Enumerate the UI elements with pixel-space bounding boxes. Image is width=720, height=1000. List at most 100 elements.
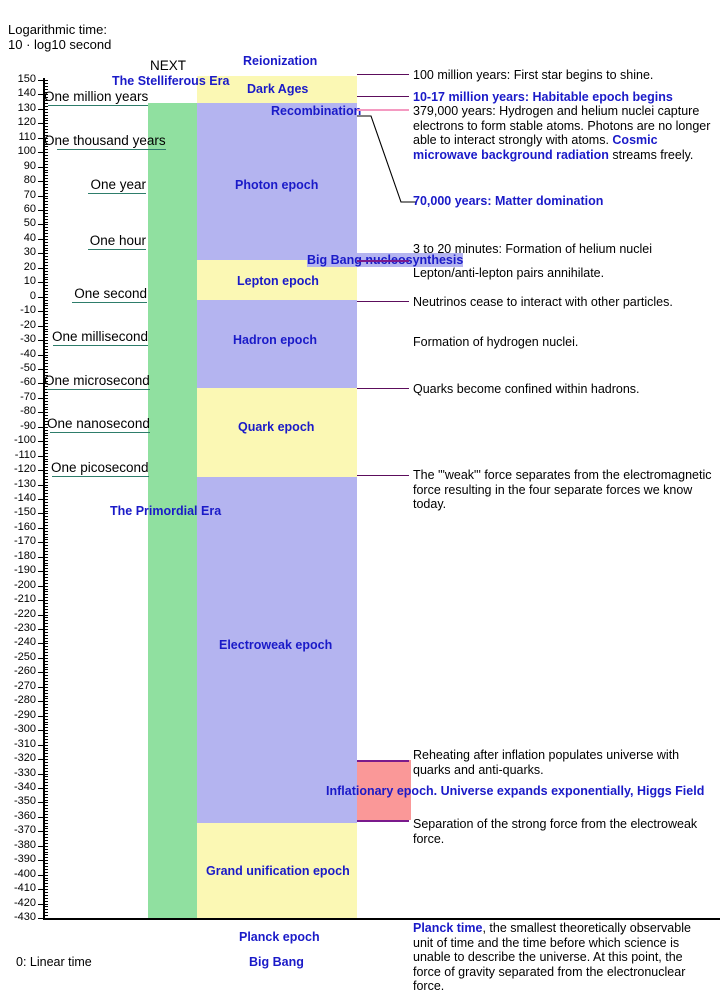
axis-tick-minor bbox=[43, 516, 48, 518]
time-marker-rule bbox=[88, 249, 146, 250]
axis-tick-minor bbox=[43, 360, 48, 362]
axis-tick-minor bbox=[43, 525, 48, 526]
annotation-quark-confinement: Quarks become confined within hadrons. bbox=[413, 382, 713, 397]
annotation-reheating: Reheating after inflation populates univ… bbox=[413, 748, 713, 777]
axis-tick-label: 150 bbox=[17, 73, 36, 85]
axis-tick-label: 70 bbox=[23, 188, 36, 201]
axis-tick-major bbox=[38, 123, 48, 125]
connector-first-star bbox=[357, 74, 409, 76]
annotation-hydrogen-nuclei: Formation of hydrogen nuclei. bbox=[413, 335, 713, 350]
axis-tick-major bbox=[38, 108, 48, 110]
axis-tick-minor bbox=[43, 764, 48, 766]
axis-tick-minor bbox=[43, 626, 48, 628]
annotation-segment: Cosmic microwave background radiation bbox=[413, 133, 658, 162]
axis-tick-label: 110 bbox=[18, 130, 36, 143]
axis-tick-minor bbox=[43, 574, 48, 576]
axis-tick-minor bbox=[43, 140, 48, 142]
axis-tick-label: 30 bbox=[23, 246, 36, 259]
axis-tick-minor bbox=[43, 724, 48, 726]
axis-tick-label: 80 bbox=[23, 174, 36, 187]
primordial-era-band bbox=[148, 103, 197, 918]
axis-tick-minor bbox=[43, 227, 48, 229]
axis-tick-major bbox=[38, 455, 48, 457]
axis-tick-minor bbox=[43, 400, 48, 402]
axis-tick-minor bbox=[43, 279, 48, 281]
time-marker-label: One picosecond bbox=[51, 460, 149, 475]
connector-reheating bbox=[357, 760, 409, 763]
axis-tick-minor bbox=[43, 753, 48, 755]
time-marker-rule bbox=[48, 105, 149, 106]
axis-tick-label: -400 bbox=[13, 867, 36, 880]
axis-tick-minor bbox=[43, 212, 48, 214]
epoch-label-planck-epoch: Planck epoch bbox=[239, 930, 320, 944]
axis-tick-minor bbox=[43, 695, 48, 697]
axis-tick-minor bbox=[43, 912, 48, 914]
axis-tick-minor bbox=[43, 302, 48, 304]
axis-tick-minor bbox=[43, 429, 48, 431]
axis-tick-minor bbox=[43, 172, 48, 174]
connector-recombination bbox=[357, 109, 409, 112]
axis-tick-minor bbox=[43, 519, 48, 521]
axis-tick-minor bbox=[43, 175, 48, 177]
time-marker-label: One thousand years bbox=[44, 133, 166, 148]
axis-tick-minor bbox=[43, 782, 48, 784]
axis-tick-major bbox=[38, 629, 48, 631]
axis-tick-major bbox=[38, 643, 48, 645]
annotation-segment: streams freely. bbox=[608, 147, 694, 162]
time-marker-label: One millisecond bbox=[52, 329, 149, 344]
axis-tick-major bbox=[38, 368, 48, 370]
axis-tick-minor bbox=[43, 805, 48, 807]
axis-tick-minor bbox=[43, 579, 48, 581]
axis-tick-minor bbox=[43, 646, 48, 648]
axis-tick-minor bbox=[43, 481, 48, 483]
axis-tick-label: -420 bbox=[13, 896, 36, 909]
axis-tick-label: 130 bbox=[17, 101, 36, 114]
axis-tick-label: 90 bbox=[23, 159, 36, 172]
axis-tick-minor bbox=[43, 88, 48, 90]
axis-tick-label: 40 bbox=[23, 231, 36, 244]
time-marker: One million years bbox=[44, 90, 149, 106]
axis-tick-minor bbox=[43, 114, 48, 116]
epoch-label-dark-ages: Dark Ages bbox=[247, 82, 309, 96]
axis-tick-minor bbox=[43, 305, 48, 307]
axis-tick-minor bbox=[43, 735, 48, 737]
axis-tick-label: -60 bbox=[20, 376, 36, 389]
axis-tick-minor bbox=[43, 811, 48, 813]
axis-tick-major bbox=[38, 759, 48, 761]
axis-tick-minor bbox=[43, 906, 48, 908]
axis-tick-minor bbox=[43, 837, 48, 839]
axis-tick-label: -210 bbox=[13, 593, 36, 606]
axis-tick-minor bbox=[43, 539, 48, 541]
axis-tick-minor bbox=[43, 236, 48, 238]
axis-tick-major bbox=[38, 282, 48, 284]
axis-tick-major bbox=[38, 715, 48, 717]
axis-tick-label: -30 bbox=[20, 333, 36, 346]
axis-tick-minor bbox=[43, 839, 48, 841]
annotation-segment: Neutrinos cease to interact with other p… bbox=[413, 295, 673, 309]
epoch-label-big-bang: Big Bang bbox=[249, 955, 304, 969]
axis-tick-minor bbox=[43, 741, 48, 743]
axis-tick-minor bbox=[43, 660, 48, 662]
axis-tick-minor bbox=[43, 233, 48, 235]
axis-tick-label: -80 bbox=[20, 405, 36, 418]
axis-tick-minor bbox=[43, 487, 48, 489]
axis-tick-minor bbox=[43, 449, 48, 451]
axis-tick-major bbox=[38, 831, 48, 833]
axis-tick-minor bbox=[43, 418, 48, 420]
axis-tick-minor bbox=[43, 666, 48, 668]
axis-tick-minor bbox=[43, 334, 48, 336]
axis-tick-label: -270 bbox=[13, 679, 36, 692]
axis-tick-minor bbox=[43, 308, 48, 310]
time-marker-rule bbox=[53, 345, 149, 346]
next-label: NEXT bbox=[150, 58, 187, 73]
axis-tick-major bbox=[38, 325, 48, 327]
axis-tick-major bbox=[38, 383, 48, 385]
axis-tick-label: -370 bbox=[13, 824, 36, 837]
axis-tick-minor bbox=[43, 675, 48, 677]
axis-tick-minor bbox=[43, 270, 48, 272]
axis-tick-major bbox=[38, 470, 48, 472]
axis-tick-label: -130 bbox=[13, 477, 36, 490]
axis-tick-minor bbox=[43, 689, 48, 691]
axis-tick-major bbox=[38, 773, 48, 775]
time-marker: One second bbox=[72, 287, 147, 303]
